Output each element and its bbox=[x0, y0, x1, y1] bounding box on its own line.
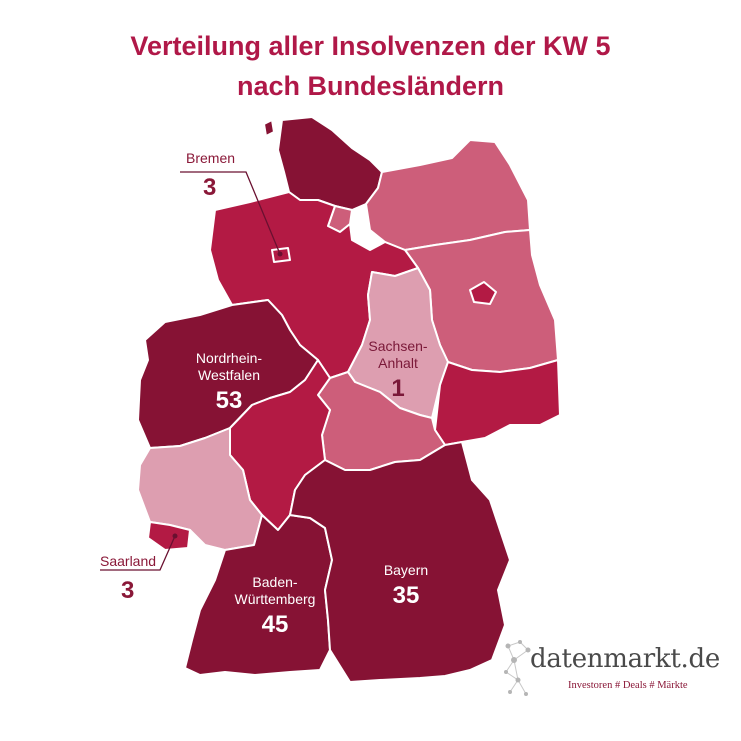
label-nordrhein-westfalen: Nordrhein- Westfalen 53 bbox=[174, 350, 284, 414]
callout-bremen-value: 3 bbox=[203, 174, 217, 201]
value-baden-wuerttemberg: 45 bbox=[261, 611, 289, 638]
label-bw-line2: Württemberg bbox=[234, 591, 316, 607]
label-nrw-line1: Nordrhein- bbox=[195, 350, 263, 366]
region-saarland bbox=[147, 521, 191, 551]
saarland-leader-dot bbox=[172, 533, 178, 539]
map-title-line2: nach Bundesländern bbox=[236, 71, 505, 101]
logo-wordmark: datenmarkt.de bbox=[530, 644, 720, 674]
callout-saarland-value: 3 bbox=[121, 577, 135, 604]
bremen-leader-line bbox=[180, 171, 281, 255]
value-bayern: 35 bbox=[392, 582, 420, 609]
network-dots-icon bbox=[504, 640, 531, 696]
datenmarkt-logo: datenmarkt.de Investoren # Deals # Märkt… bbox=[504, 640, 728, 700]
map-title-line1: Verteilung aller Insolvenzen der KW 5 bbox=[130, 31, 611, 61]
callout-saarland-name: Saarland bbox=[100, 553, 157, 569]
label-bayern: Bayern 35 bbox=[360, 562, 452, 609]
label-sa-line2: Anhalt bbox=[378, 355, 418, 371]
label-bayern-name: Bayern bbox=[383, 562, 429, 578]
value-nordrhein-westfalen: 53 bbox=[215, 387, 243, 414]
bremen-leader-dot bbox=[277, 251, 283, 257]
region-schleswig-holstein bbox=[277, 116, 383, 211]
region-bayern bbox=[289, 441, 511, 683]
map-title: Verteilung aller Insolvenzen der KW 5 na… bbox=[0, 26, 741, 106]
region-schleswig-holstein-island bbox=[263, 119, 275, 137]
label-nrw-line2: Westfalen bbox=[198, 367, 260, 383]
saarland-leader-line bbox=[100, 535, 176, 571]
label-bw-line1: Baden- bbox=[252, 574, 298, 590]
label-sachsen-anhalt: Sachsen- Anhalt 1 bbox=[358, 338, 438, 402]
logo-tagline: Investoren # Deals # Märkte bbox=[568, 680, 688, 691]
label-baden-wuerttemberg: Baden- Württemberg 45 bbox=[220, 574, 330, 638]
region-sachsen bbox=[434, 359, 561, 446]
region-berlin bbox=[469, 281, 497, 305]
value-sachsen-anhalt: 1 bbox=[391, 375, 405, 402]
callout-bremen-name: Bremen bbox=[186, 150, 236, 166]
label-sa-line1: Sachsen- bbox=[368, 338, 428, 354]
